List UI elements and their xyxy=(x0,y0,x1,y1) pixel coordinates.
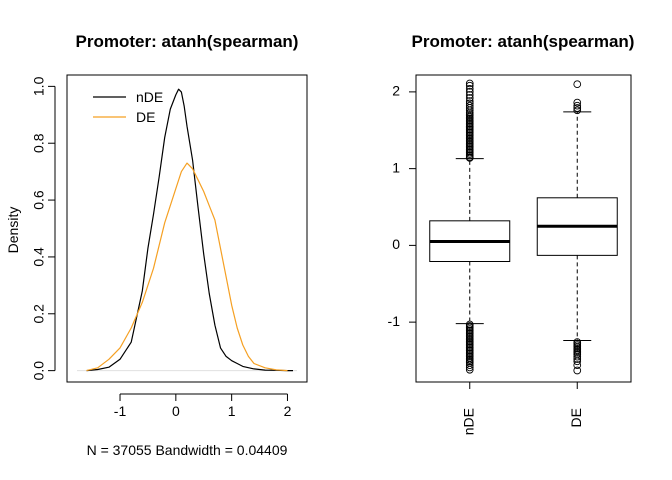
y-tick-label: 0 xyxy=(392,236,400,252)
outlier-point xyxy=(573,355,582,363)
density-title: Promoter: atanh(spearman) xyxy=(76,32,299,51)
y-tick-label: 1.0 xyxy=(31,76,47,96)
density-series xyxy=(86,88,293,372)
y-tick-label: 2 xyxy=(392,83,400,99)
box-de xyxy=(536,80,618,375)
box-nde xyxy=(429,79,511,374)
outlier-point xyxy=(573,80,582,89)
legend-label-de: DE xyxy=(136,109,155,125)
x-tick-label: nDE xyxy=(460,408,476,435)
outlier-point xyxy=(573,101,582,110)
density-x-axis: -1 0 1 2 xyxy=(114,393,292,419)
density-curve-nde xyxy=(86,88,293,372)
outlier-point xyxy=(465,361,474,369)
y-tick-label: 0.6 xyxy=(31,190,47,210)
y-tick-label: 1 xyxy=(392,159,400,175)
x-tick-label: 0 xyxy=(172,403,180,419)
outlier-point xyxy=(573,98,582,107)
y-tick-label: 0.0 xyxy=(31,361,47,381)
density-y-axis: 0.0 0.2 0.4 0.6 0.8 1.0 xyxy=(31,76,56,381)
density-curve-de xyxy=(86,162,288,372)
outlier-point xyxy=(465,365,474,374)
boxplot-x-axis: nDE DE xyxy=(460,381,584,435)
x-tick-label: -1 xyxy=(114,403,127,419)
y-tick-label: 0.2 xyxy=(31,304,47,324)
density-plot-frame xyxy=(66,74,308,383)
density-x-axis-label: N = 37055 Bandwidth = 0.04409 xyxy=(87,442,288,458)
outlier-point xyxy=(573,366,582,375)
outlier-point xyxy=(573,352,582,361)
outlier-point xyxy=(573,104,582,112)
outlier-point xyxy=(465,99,474,108)
density-panel: Promoter: atanh(spearman) 0.00.20.40.60.… xyxy=(5,32,308,458)
boxplot-y-axis: -1 0 1 2 xyxy=(388,83,417,329)
outlier-point xyxy=(573,357,582,366)
outlier-point xyxy=(465,88,474,96)
outlier-point xyxy=(573,361,582,369)
outlier-point xyxy=(465,91,474,99)
x-tick-label: DE xyxy=(568,408,584,427)
outlier-point xyxy=(465,97,474,105)
outlier-point xyxy=(465,84,474,93)
x-tick-label: 1 xyxy=(228,403,236,419)
outlier-point xyxy=(465,79,474,88)
x-tick-label: 2 xyxy=(284,403,292,419)
outlier-point xyxy=(465,81,474,90)
y-tick-label: -1 xyxy=(388,313,401,329)
boxplot-panel: Promoter: atanh(spearman) -1 0 1 2 nDE DE xyxy=(388,32,635,435)
outlier-point xyxy=(465,94,474,102)
outlier-point xyxy=(573,106,582,115)
outlier-point xyxy=(465,363,474,372)
density-y-axis-label: Density xyxy=(5,207,21,254)
boxplot-boxes xyxy=(429,79,618,375)
boxplot-title: Promoter: atanh(spearman) xyxy=(412,32,635,51)
outlier-point xyxy=(465,101,474,110)
legend-label-nde: nDE xyxy=(136,89,163,105)
legend: nDE DE xyxy=(93,89,163,125)
y-tick-label: 0.8 xyxy=(31,133,47,153)
y-tick-label: 0.4 xyxy=(31,247,47,267)
